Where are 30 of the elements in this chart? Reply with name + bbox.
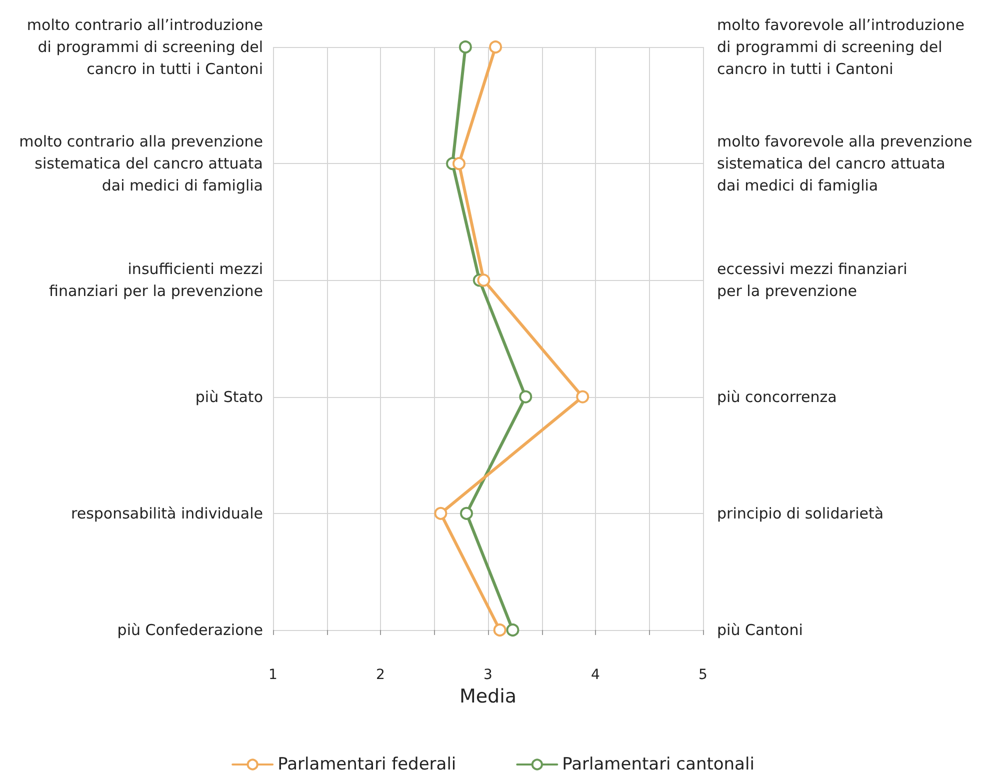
point <box>519 390 532 404</box>
point <box>434 506 448 520</box>
y2-tick-label: principio di solidarietà <box>717 504 884 522</box>
x-tick-label: 1 <box>268 667 278 683</box>
legend-label: Parlamentari federali <box>278 754 456 774</box>
point <box>452 157 466 170</box>
point <box>477 274 490 287</box>
y-tick-label: molto contrario all’introduzione di programmi di screening del cancro in tutti i Cantoni <box>26 16 263 78</box>
y-tick-label: più Confederazione <box>117 621 263 639</box>
point <box>576 390 590 404</box>
point <box>489 40 502 54</box>
x-tick-label: 3 <box>484 667 492 683</box>
x-tick-label: 5 <box>698 667 708 683</box>
y-tick-label: responsabilità individuale <box>71 504 263 522</box>
point <box>493 624 506 636</box>
x-tick-label: 2 <box>376 667 385 683</box>
y2-tick-label: eccessivi mezzi finanziari per la prevenzione <box>717 260 908 300</box>
y2-tick-label: più Cantoni <box>717 621 803 639</box>
x-tick-label: 4 <box>591 667 600 683</box>
point <box>506 624 520 636</box>
y2-tick-label: più concorrenza <box>717 388 837 406</box>
y2-tick-label: molto favorevole alla prevenzione sistematica del cancro attuata dai medici di famiglia <box>717 132 972 195</box>
x-axis-title: Media <box>459 685 517 708</box>
y-tick-label: molto contrario alla prevenzione sistematica del cancro attuata dai medici di famiglia <box>19 132 263 195</box>
y2-tick-label: molto favorevole all’introduzione di programmi di screening del cancro in tutti i Cantoni <box>717 16 964 78</box>
y-tick-label: insufficienti mezzi finanziari per la prevenzione <box>49 260 263 300</box>
point <box>460 506 473 520</box>
point <box>458 40 472 54</box>
legend-label: Parlamentari cantonali <box>562 754 754 774</box>
y-tick-label: più Stato <box>195 388 263 406</box>
